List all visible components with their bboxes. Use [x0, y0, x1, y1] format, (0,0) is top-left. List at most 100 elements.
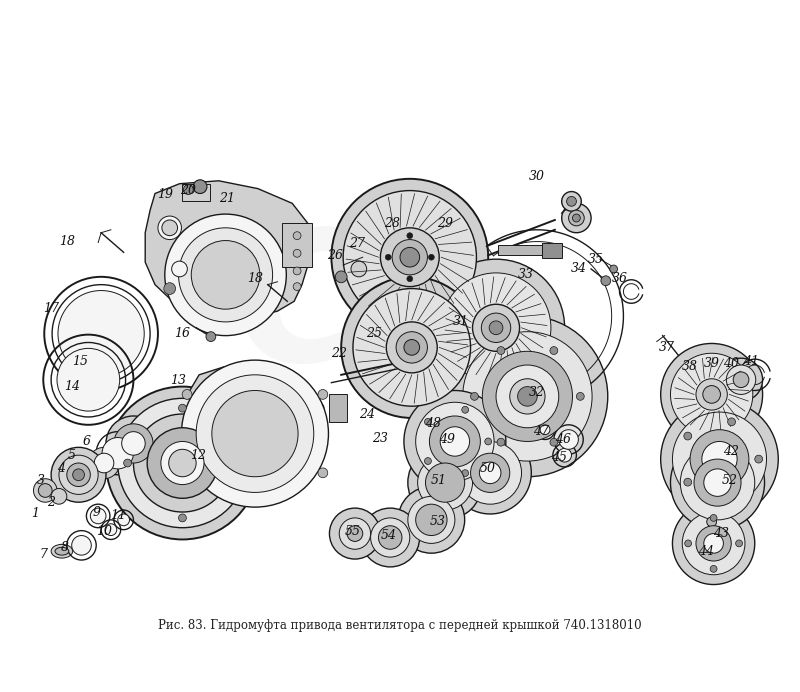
Circle shape [169, 449, 196, 477]
Circle shape [293, 283, 301, 291]
Circle shape [710, 565, 717, 572]
Circle shape [118, 514, 130, 526]
Circle shape [459, 441, 522, 504]
Circle shape [331, 179, 488, 336]
Text: 6: 6 [82, 435, 90, 448]
Circle shape [670, 435, 765, 529]
Circle shape [425, 457, 431, 464]
Circle shape [182, 390, 192, 399]
Circle shape [441, 273, 551, 383]
Circle shape [661, 400, 778, 518]
Circle shape [733, 372, 749, 388]
Circle shape [696, 379, 727, 410]
Circle shape [703, 513, 721, 531]
Circle shape [407, 233, 413, 239]
Circle shape [601, 276, 610, 286]
Circle shape [408, 496, 455, 543]
Circle shape [694, 459, 741, 506]
Circle shape [164, 283, 175, 295]
Text: СЭ: СЭ [236, 224, 501, 399]
Circle shape [73, 469, 85, 481]
Text: 34: 34 [570, 262, 586, 275]
Circle shape [162, 220, 178, 236]
Text: 22: 22 [331, 347, 347, 360]
Circle shape [728, 493, 735, 500]
Circle shape [370, 518, 410, 557]
Text: 9: 9 [92, 506, 100, 518]
Circle shape [392, 239, 427, 275]
Circle shape [661, 343, 762, 446]
Circle shape [183, 185, 194, 194]
Circle shape [51, 447, 106, 502]
Bar [542, 242, 562, 258]
Text: 46: 46 [554, 433, 570, 446]
Text: 48: 48 [426, 417, 442, 430]
Text: 14: 14 [64, 380, 80, 393]
Bar [282, 223, 312, 267]
Circle shape [690, 430, 749, 489]
Circle shape [518, 387, 537, 406]
Text: 23: 23 [372, 432, 389, 445]
Circle shape [576, 392, 584, 400]
Circle shape [172, 261, 187, 277]
Circle shape [497, 347, 505, 354]
Text: 42: 42 [723, 445, 739, 458]
Text: 8: 8 [61, 541, 69, 554]
Circle shape [470, 453, 510, 493]
Text: 29: 29 [437, 217, 453, 230]
Circle shape [430, 416, 480, 467]
Circle shape [710, 514, 717, 521]
Text: 19: 19 [157, 188, 173, 201]
Polygon shape [182, 365, 326, 493]
Circle shape [51, 489, 67, 504]
Circle shape [407, 276, 413, 282]
Circle shape [318, 390, 328, 399]
Circle shape [684, 432, 692, 440]
Circle shape [178, 228, 273, 322]
Circle shape [726, 365, 756, 394]
Text: 18: 18 [59, 235, 75, 248]
Circle shape [165, 214, 286, 336]
Text: 18: 18 [247, 272, 263, 285]
Circle shape [158, 216, 182, 239]
Text: 21: 21 [219, 192, 235, 205]
Text: 1: 1 [31, 507, 39, 520]
Circle shape [440, 427, 470, 456]
Circle shape [728, 418, 735, 426]
Text: 53: 53 [430, 516, 446, 528]
Text: 41: 41 [743, 354, 759, 367]
Text: 38: 38 [682, 361, 698, 374]
Circle shape [482, 313, 510, 343]
Ellipse shape [55, 547, 69, 555]
Circle shape [134, 414, 231, 512]
Text: 12: 12 [190, 448, 206, 462]
Circle shape [404, 390, 506, 493]
Text: 50: 50 [480, 462, 496, 475]
Text: 49: 49 [439, 433, 455, 446]
Text: 40: 40 [723, 356, 739, 370]
Circle shape [378, 526, 402, 549]
Circle shape [462, 331, 592, 461]
Circle shape [106, 387, 259, 540]
Circle shape [122, 432, 146, 455]
Text: 32: 32 [530, 386, 546, 399]
Text: 28: 28 [384, 217, 400, 230]
Circle shape [706, 517, 717, 527]
Text: 45: 45 [550, 450, 566, 464]
Circle shape [703, 385, 721, 403]
Text: 36: 36 [611, 272, 627, 285]
Text: 27: 27 [349, 237, 365, 250]
Circle shape [416, 402, 494, 481]
Circle shape [404, 340, 419, 355]
Text: 4: 4 [57, 462, 65, 475]
Circle shape [339, 518, 370, 549]
Text: 30: 30 [530, 170, 546, 183]
Circle shape [318, 468, 328, 477]
Circle shape [396, 331, 427, 363]
Circle shape [569, 210, 584, 226]
Text: 37: 37 [658, 341, 674, 354]
Circle shape [182, 468, 192, 477]
Circle shape [57, 348, 120, 411]
Circle shape [685, 540, 691, 547]
Ellipse shape [51, 545, 73, 558]
